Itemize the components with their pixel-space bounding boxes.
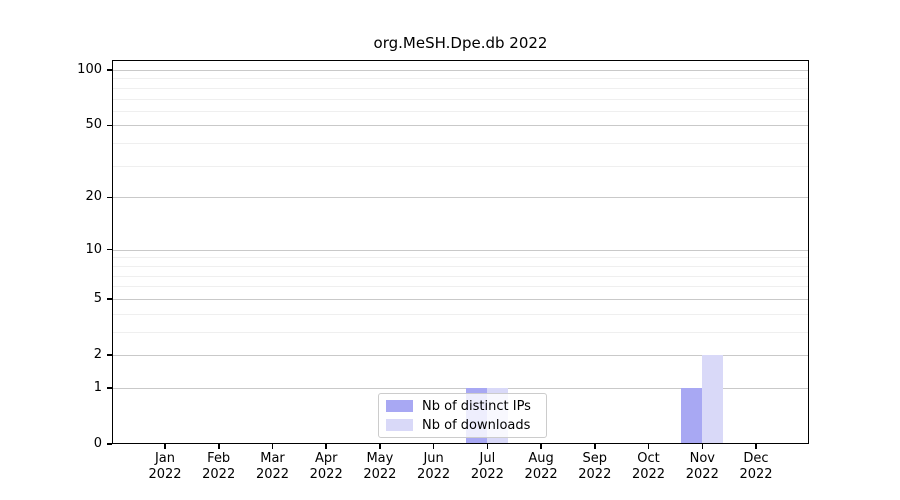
legend-label: Nb of distinct IPs [422,398,531,414]
distinct-ips-swatch-icon [386,400,413,412]
minor-gridline [112,257,809,259]
x-tick-label: Oct 2022 [631,451,666,482]
x-axis-tick [486,444,489,449]
minor-gridline [112,265,809,267]
x-tick-label: Jun 2022 [417,451,451,482]
minor-gridline [112,165,809,167]
x-axis-tick [647,444,650,449]
legend: Nb of distinct IPs Nb of downloads [378,393,547,438]
y-tick-label: 1 [93,379,102,395]
minor-gridline [112,110,809,112]
major-gridline [112,355,809,356]
minor-gridline [112,143,809,145]
bar-nov-downloads [702,355,724,444]
y-axis-tick [107,298,112,300]
minor-gridline [112,87,809,89]
legend-item-downloads: Nb of downloads [386,418,539,433]
minor-gridline [112,78,809,80]
x-tick-label: Feb 2022 [202,451,236,482]
major-gridline [112,298,809,300]
y-tick-label: 0 [93,436,102,451]
y-axis-tick [107,124,112,127]
y-tick-label: 5 [93,290,102,306]
x-tick-label: Dec 2022 [739,451,773,482]
x-axis-tick [540,444,542,449]
x-axis-tick [379,444,381,449]
downloads-swatch-icon [386,419,413,431]
x-axis-tick [218,444,220,449]
y-tick-label: 2 [93,347,102,362]
x-tick-label: Apr 2022 [309,451,343,482]
x-tick-label: Aug 2022 [524,451,558,482]
minor-gridline [112,98,809,100]
major-gridline [112,125,809,127]
x-tick-label: Sep 2022 [578,451,612,482]
minor-gridline [112,275,809,277]
minor-gridline [112,313,809,315]
x-axis-tick [271,444,274,449]
x-tick-label: Mar 2022 [255,451,290,482]
legend-label: Nb of downloads [422,417,531,433]
major-gridline [112,249,809,251]
major-gridline [112,197,809,199]
chart-title: org.MeSH.Dpe.db 2022 [373,34,548,52]
y-tick-label: 10 [85,241,102,257]
bar-nov-distinct-ips [681,387,703,444]
x-axis-tick [164,444,166,449]
x-axis-tick [594,444,596,449]
plot-area: Nb of distinct IPs Nb of downloads 0 1 2 5 1… [77,60,809,482]
y-axis-tick [107,387,112,389]
major-gridline [112,70,809,71]
y-axis-tick [107,69,112,71]
x-axis-tick [755,444,757,449]
x-axis-tick [325,444,327,449]
major-gridline [112,387,809,389]
x-tick-label: Jan 2022 [148,451,182,482]
minor-gridline [112,286,809,288]
legend-item-distinct-ips: Nb of distinct IPs [386,399,539,414]
y-tick-label: 50 [85,117,102,133]
y-axis-tick [107,443,112,445]
x-axis-tick [701,444,703,449]
y-tick-label: 100 [77,62,102,77]
y-axis-tick [107,196,112,198]
y-axis-tick [107,248,112,251]
y-axis-tick [107,354,112,356]
y-tick-label: 20 [85,189,102,205]
x-tick-label: May 2022 [363,451,397,482]
x-axis-tick [432,444,435,449]
minor-gridline [112,331,809,333]
x-tick-label: Jul 2022 [470,451,504,482]
x-tick-label: Nov 2022 [685,451,719,482]
